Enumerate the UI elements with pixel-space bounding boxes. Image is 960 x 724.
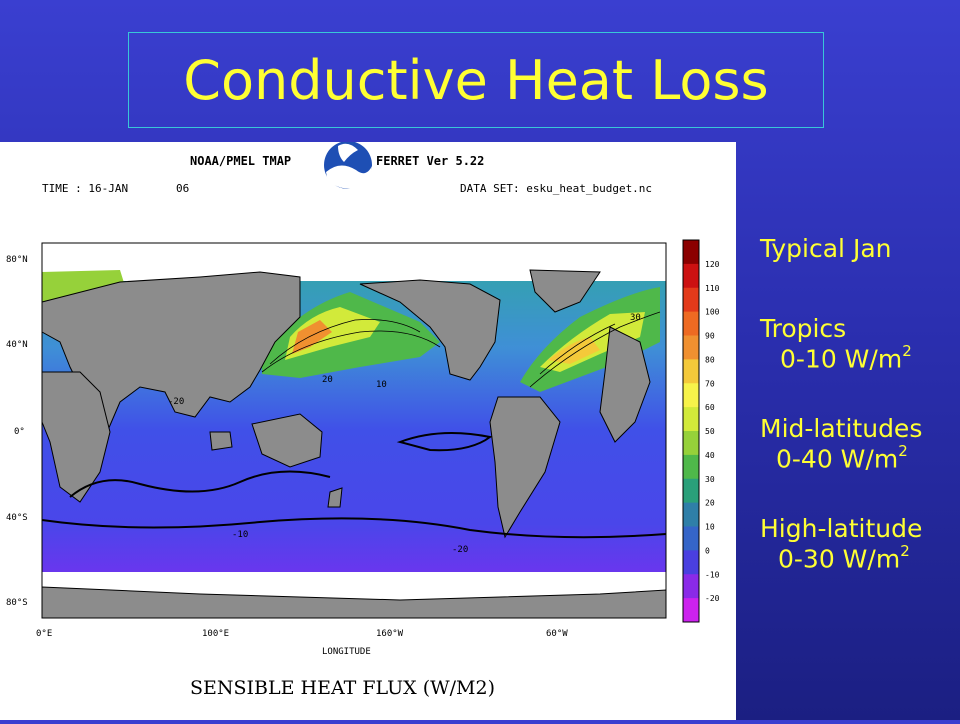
dataset-label: DATA SET: esku_heat_budget.nc [460,182,652,195]
y-tick-label: 40°S [6,513,28,523]
colorbar-tick-label: 110 [705,284,720,293]
contour-a [69,470,331,498]
high-block: High-latitude 0-30 W/m2 [760,514,922,574]
y-tick-label: 80°S [6,598,28,608]
colorbar-swatch [683,502,699,527]
colorbar-swatch [683,359,699,384]
contours-thin [261,311,661,388]
mid-block: Mid-latitudes 0-40 W/m2 [760,414,922,474]
colorbar-tick-label: 80 [705,355,715,364]
typical-text: Typical Jan [760,234,892,263]
high-label: High-latitude [760,514,923,543]
north-america [359,279,501,381]
tropics-value-row: 0-10 W/m2 [760,342,912,374]
colorbar-tick-label: 0 [705,546,710,555]
figure-caption: SENSIBLE HEAT FLUX (W/M2) [190,677,495,699]
x-tick-label: 100°E [202,629,229,639]
colorbar-swatch [683,574,699,599]
indonesia [209,431,233,451]
greenland [529,269,601,313]
high-value: 0-30 W/m [778,544,901,574]
colorbar-tick-label: 100 [705,308,720,317]
kuroshio-peak [292,320,332,354]
colorbar-tick-label: 30 [705,475,715,484]
superscript: 2 [898,442,908,460]
tropics-label: Tropics [760,314,847,343]
mid-value-row: 0-40 W/m2 [760,442,922,474]
new-zealand [327,487,343,508]
x-tick-label: 0°E [36,629,52,639]
continents [41,269,667,619]
superscript: 2 [900,542,910,560]
colorbar-tick-label: 20 [705,499,715,508]
colorbar-frame [682,239,700,623]
header-left: NOAA/PMEL TMAP [190,154,291,168]
colorbar-swatch [683,263,699,289]
colorbar-tick-label: 60 [705,403,715,412]
colorbar-tick-label: 120 [705,260,720,269]
colorbar-swatch [683,335,699,360]
time-label: TIME : 16-JAN [42,182,128,195]
colorbar-swatch [683,287,699,313]
colorbar-swatch [683,383,699,408]
colorbar-swatch [683,550,699,575]
header-right: FERRET Ver 5.22 [376,154,484,168]
colorbar-swatch [683,598,699,623]
y-tick-label: 40°N [6,340,28,350]
figure-panel: NOAA/PMEL TMAP FERRET Ver 5.22 TIME : 16… [0,141,736,720]
colorbar-tick-label: -20 [705,594,720,603]
heat-flux-map: NOAA/PMEL TMAP FERRET Ver 5.22 TIME : 16… [6,141,720,699]
contour-c [41,517,667,539]
colorbar-tick-label: -10 [705,570,720,579]
colorbar-tick-label: 50 [705,427,715,436]
colorbar-swatch [683,407,699,432]
contour-label: -20 [452,545,468,555]
x-axis-label: LONGITUDE [322,647,371,657]
time-number: 06 [176,182,189,195]
colorbar-tick-label: 40 [705,451,715,460]
colorbar-swatch [683,526,699,551]
tropics-value: 0-10 W/m [780,344,903,374]
africa [41,371,111,503]
europe-africa-right [599,326,651,443]
x-tick-label: 160°W [376,629,404,639]
south-america [489,396,561,539]
colorbar-swatch [683,454,699,480]
mid-value: 0-40 W/m [776,444,899,474]
australia [251,413,323,468]
contour-label: 10 [376,380,387,390]
superscript: 2 [902,342,912,360]
colorbar-tick-label: 10 [705,523,715,532]
colorbar-swatch [683,431,699,456]
map-area: -20 20 -10 10 -20 30 [41,242,667,619]
contour-label: -10 [232,530,248,540]
contours [41,432,667,539]
contour-b [396,432,493,452]
title-box: Conductive Heat Loss [128,32,824,128]
y-tick-label: 0° [14,427,25,437]
mid-label: Mid-latitudes [760,414,923,443]
high-value-row: 0-30 W/m2 [760,542,922,574]
gulf-stream-peak [548,337,600,364]
colorbar-tick-label: 90 [705,332,715,341]
colorbar-swatch [683,240,699,265]
colorbar-swatch [683,478,699,504]
colorbar-swatch [683,311,699,336]
contour-label: -20 [168,397,184,407]
map-frame [41,242,667,619]
slide-title: Conductive Heat Loss [183,48,769,112]
typical-label: Typical Jan [760,234,891,264]
contour-label: 20 [322,375,333,385]
x-tick-label: 60°W [546,629,568,639]
colorbar-tick-label: 70 [705,379,715,388]
y-tick-label: 80°N [6,255,28,265]
contour-label: 30 [630,313,641,323]
tropics-block: Tropics 0-10 W/m2 [760,314,912,374]
noaa-logo-icon [324,141,372,190]
